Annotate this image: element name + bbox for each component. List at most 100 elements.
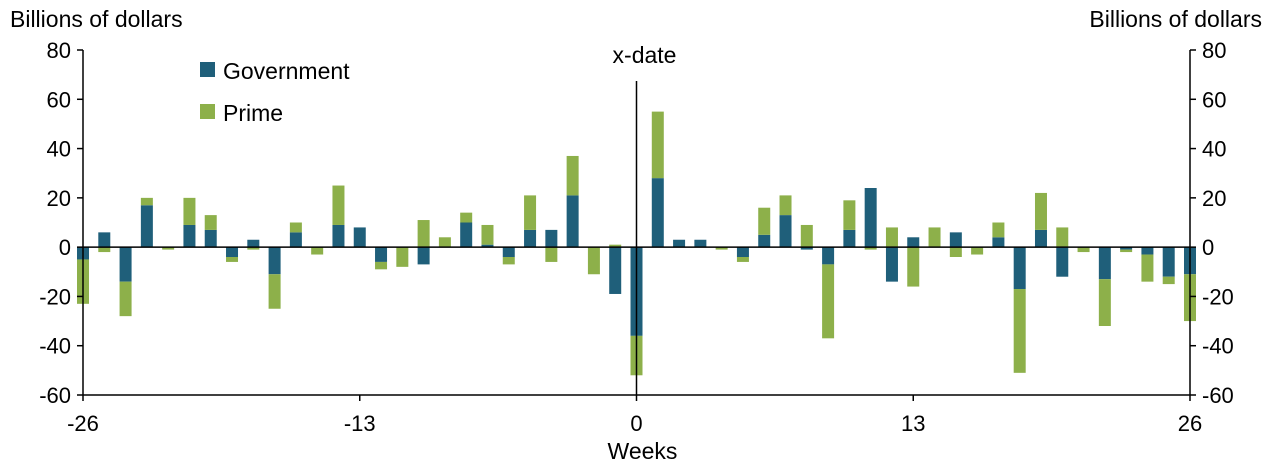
bar-government-week--20 [204,229,217,248]
legend-label-prime: Prime [223,100,283,126]
bar-government-week-17 [992,237,1005,248]
bar-government-week-24 [1141,247,1154,255]
bar-government-week--18 [247,239,260,248]
bar-government-week--12 [375,247,388,262]
bar-prime-week--14 [332,185,345,225]
bar-government-week-18 [1013,247,1026,290]
bar-government-week-22 [1098,247,1111,280]
bar-government-week--6 [502,247,515,257]
bar-prime-week-14 [928,227,941,248]
x-tick-label: -13 [344,411,376,436]
y-tick-label-left: 40 [47,137,71,162]
bar-prime-week--3 [566,155,579,196]
bar-government-week--13 [353,227,366,248]
bar-government-week--10 [417,247,430,265]
y-tick-label-left: -20 [39,284,71,309]
bar-prime-week--6 [502,257,515,265]
legend-label-government: Government [223,58,350,84]
bar-prime-week--4 [545,247,558,262]
bar-prime-week-5 [736,257,749,262]
bar-government-week-19 [1034,229,1047,248]
bar-government-week--25 [98,232,111,248]
bar-prime-week--25 [98,247,111,253]
legend-swatch-government [200,62,215,77]
bar-prime-week-4 [715,247,728,250]
bar-prime-week-12 [885,227,898,248]
bar-prime-week--15 [311,247,324,255]
bar-prime-week--1 [609,244,622,248]
bar-prime-week-16 [971,247,984,255]
y-tick-label-left: 20 [47,186,71,211]
bar-government-week--19 [226,247,239,257]
bar-prime-week-7 [779,195,792,216]
bar-government-week-15 [949,232,962,248]
bar-government-week-10 [843,229,856,248]
y-tick-label-right: 40 [1202,137,1226,162]
bar-government-week--1 [609,247,622,294]
y-tick-label-left: -60 [39,383,71,408]
bar-government-week-23 [1120,247,1133,250]
bar-government-week--8 [460,222,473,248]
bar-prime-week--8 [460,212,473,223]
bar-government-week--17 [268,247,281,275]
bar-prime-week--12 [375,261,388,270]
bar-government-week--23 [140,205,153,248]
y-tick-label-left: 80 [47,38,71,63]
y-tick-label-left: -40 [39,334,71,359]
bar-prime-week--20 [204,215,217,230]
bar-government-week-12 [885,247,898,282]
bar-prime-week-8 [800,224,813,248]
bar-prime-week-1 [651,111,664,179]
bar-government-week-13 [907,237,920,248]
bar-government-week-2 [673,239,686,248]
bar-prime-week-9 [822,264,835,339]
bar-government-week-25 [1162,247,1175,277]
bar-prime-week--2 [587,247,600,275]
bar-prime-week--24 [119,281,132,317]
y-tick-label-right: 20 [1202,186,1226,211]
y-tick-label-right: 80 [1202,38,1226,63]
x-tick-label: 13 [901,411,925,436]
bar-prime-week-15 [949,247,962,257]
bar-prime-week--18 [247,247,260,250]
bar-prime-week-10 [843,200,856,230]
bar-government-week--4 [545,229,558,248]
bar-government-week--16 [289,232,302,248]
bar-government-week-11 [864,188,877,248]
x-tick-label: -26 [67,411,99,436]
legend-swatch-prime [200,104,215,119]
bar-prime-week-18 [1013,289,1026,373]
bar-prime-week--22 [162,247,175,250]
y-tick-label-right: -40 [1202,334,1234,359]
bar-prime-week--19 [226,257,239,262]
bar-prime-week-13 [907,247,920,287]
bar-prime-week-23 [1120,249,1133,253]
bar-government-week-9 [822,247,835,265]
bar-government-week--7 [481,244,494,248]
bar-government-week-1 [651,178,664,248]
bar-government-week--21 [183,224,196,248]
bar-government-week--14 [332,224,345,248]
bar-government-week-8 [800,247,813,250]
x-tick-label: 26 [1178,411,1202,436]
bar-prime-week-17 [992,222,1005,238]
bar-prime-week--11 [396,247,409,267]
bar-prime-week-21 [1077,247,1090,253]
y-tick-label-right: 0 [1202,235,1214,260]
y-tick-label-right: -20 [1202,284,1234,309]
bar-government-week-20 [1056,247,1069,277]
y-axis-title-right: Billions of dollars [1089,6,1262,32]
bar-prime-week-11 [864,247,877,250]
bar-prime-week-22 [1098,279,1111,326]
bar-prime-week--16 [289,222,302,233]
bar-prime-week--9 [438,237,451,248]
y-tick-label-right: 60 [1202,87,1226,112]
y-tick-label-right: -60 [1202,383,1234,408]
x-date-label: x-date [613,42,677,68]
y-tick-label-left: 0 [59,235,71,260]
bar-prime-week-19 [1034,192,1047,230]
bar-government-week-3 [694,239,707,248]
bar-prime-week-6 [758,207,771,235]
